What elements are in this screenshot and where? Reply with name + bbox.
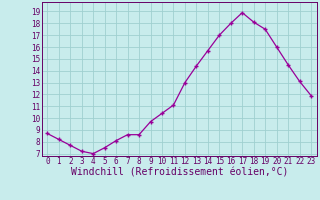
- X-axis label: Windchill (Refroidissement éolien,°C): Windchill (Refroidissement éolien,°C): [70, 168, 288, 178]
